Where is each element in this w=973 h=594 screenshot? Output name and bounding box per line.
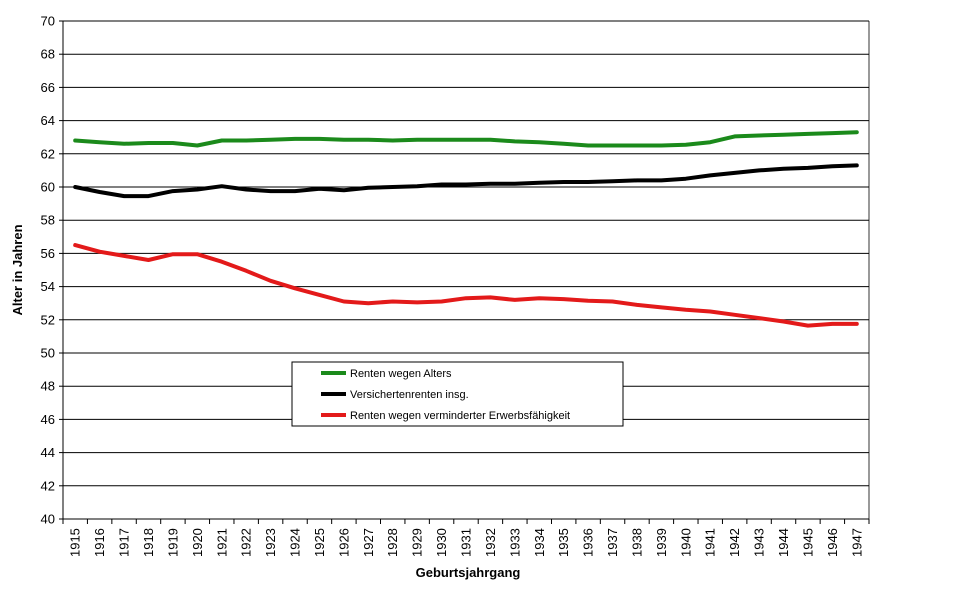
y-tick-label: 66 (41, 80, 55, 95)
x-tick-label: 1926 (336, 528, 351, 557)
x-tick-label: 1930 (434, 528, 449, 557)
y-tick-label: 50 (41, 346, 55, 361)
x-tick-label: 1929 (410, 528, 425, 557)
x-tick-label: 1932 (483, 528, 498, 557)
x-tick-label: 1916 (92, 528, 107, 557)
x-tick-label: 1920 (190, 528, 205, 557)
y-tick-labels: 40 42 44 46 48 50 52 54 56 58 60 62 64 66 68 70 (41, 14, 55, 527)
x-tick-label: 1933 (507, 528, 522, 557)
x-tick-label: 1942 (727, 528, 742, 557)
series-line-3 (73, 243, 859, 328)
legend-box (291, 361, 624, 427)
y-tick-label: 60 (41, 180, 55, 195)
x-tick-label: 1946 (825, 528, 840, 557)
x-tick-label: 1939 (654, 528, 669, 557)
x-tick-label: 1917 (117, 528, 132, 557)
y-tick-label: 46 (41, 412, 55, 427)
x-tick-label: 1943 (752, 528, 767, 557)
legend: Renten wegen Alters Versichertenrenten in… (291, 361, 624, 427)
x-tick-label: 1936 (581, 528, 596, 557)
x-tick-label: 1918 (141, 528, 156, 557)
x-tick-label: 1940 (678, 528, 693, 557)
x-tick-label: 1935 (556, 528, 571, 557)
y-tick-label: 54 (41, 279, 55, 294)
x-tick-label: 1931 (459, 528, 474, 557)
x-tick-label: 1922 (239, 528, 254, 557)
x-tick-label: 1921 (214, 528, 229, 557)
x-tick-label: 1944 (776, 528, 791, 557)
x-tick-label: 1915 (68, 528, 83, 557)
y-tick-label: 52 (41, 312, 55, 327)
y-tick-label: 64 (41, 113, 55, 128)
x-tick-label: 1919 (165, 528, 180, 557)
y-tick-label: 70 (41, 14, 55, 29)
legend-label-1: Renten wegen Alters (350, 368, 452, 380)
x-tick-label: 1927 (361, 528, 376, 557)
x-tick-label: 1947 (849, 528, 864, 557)
y-axis-title: Alter in Jahren (10, 224, 25, 315)
series-lines (73, 130, 859, 328)
x-tick-label: 1923 (263, 528, 278, 557)
axes (62, 21, 870, 520)
gridlines (59, 20, 869, 520)
y-tick-label: 62 (41, 146, 55, 161)
y-tick-label: 44 (41, 445, 55, 460)
x-tick-labels: 1915 1916 1917 1918 1919 1920 1921 1922 1923 1924… (62, 519, 870, 557)
y-tick-label: 68 (41, 47, 55, 62)
y-tick-label: 42 (41, 478, 55, 493)
legend-label-3: Renten wegen verminderter Erwerbsfähigke… (350, 410, 570, 422)
x-axis-title: Geburtsjahrgang (416, 565, 521, 580)
x-tick-label: 1934 (532, 528, 547, 557)
x-tick-label: 1937 (605, 528, 620, 557)
y-tick-label: 40 (41, 512, 55, 527)
x-tick-label: 1941 (703, 528, 718, 557)
x-tick-label: 1928 (385, 528, 400, 557)
series-line-2 (73, 163, 859, 199)
x-tick-label: 1924 (288, 528, 303, 557)
x-tick-label: 1925 (312, 528, 327, 557)
y-tick-label: 48 (41, 379, 55, 394)
y-tick-label: 58 (41, 213, 55, 228)
x-tick-label: 1938 (629, 528, 644, 557)
series-line-1 (73, 130, 859, 148)
y-tick-label: 56 (41, 246, 55, 261)
x-tick-label: 1945 (800, 528, 815, 557)
legend-label-2: Versichertenrenten insg. (350, 389, 469, 401)
